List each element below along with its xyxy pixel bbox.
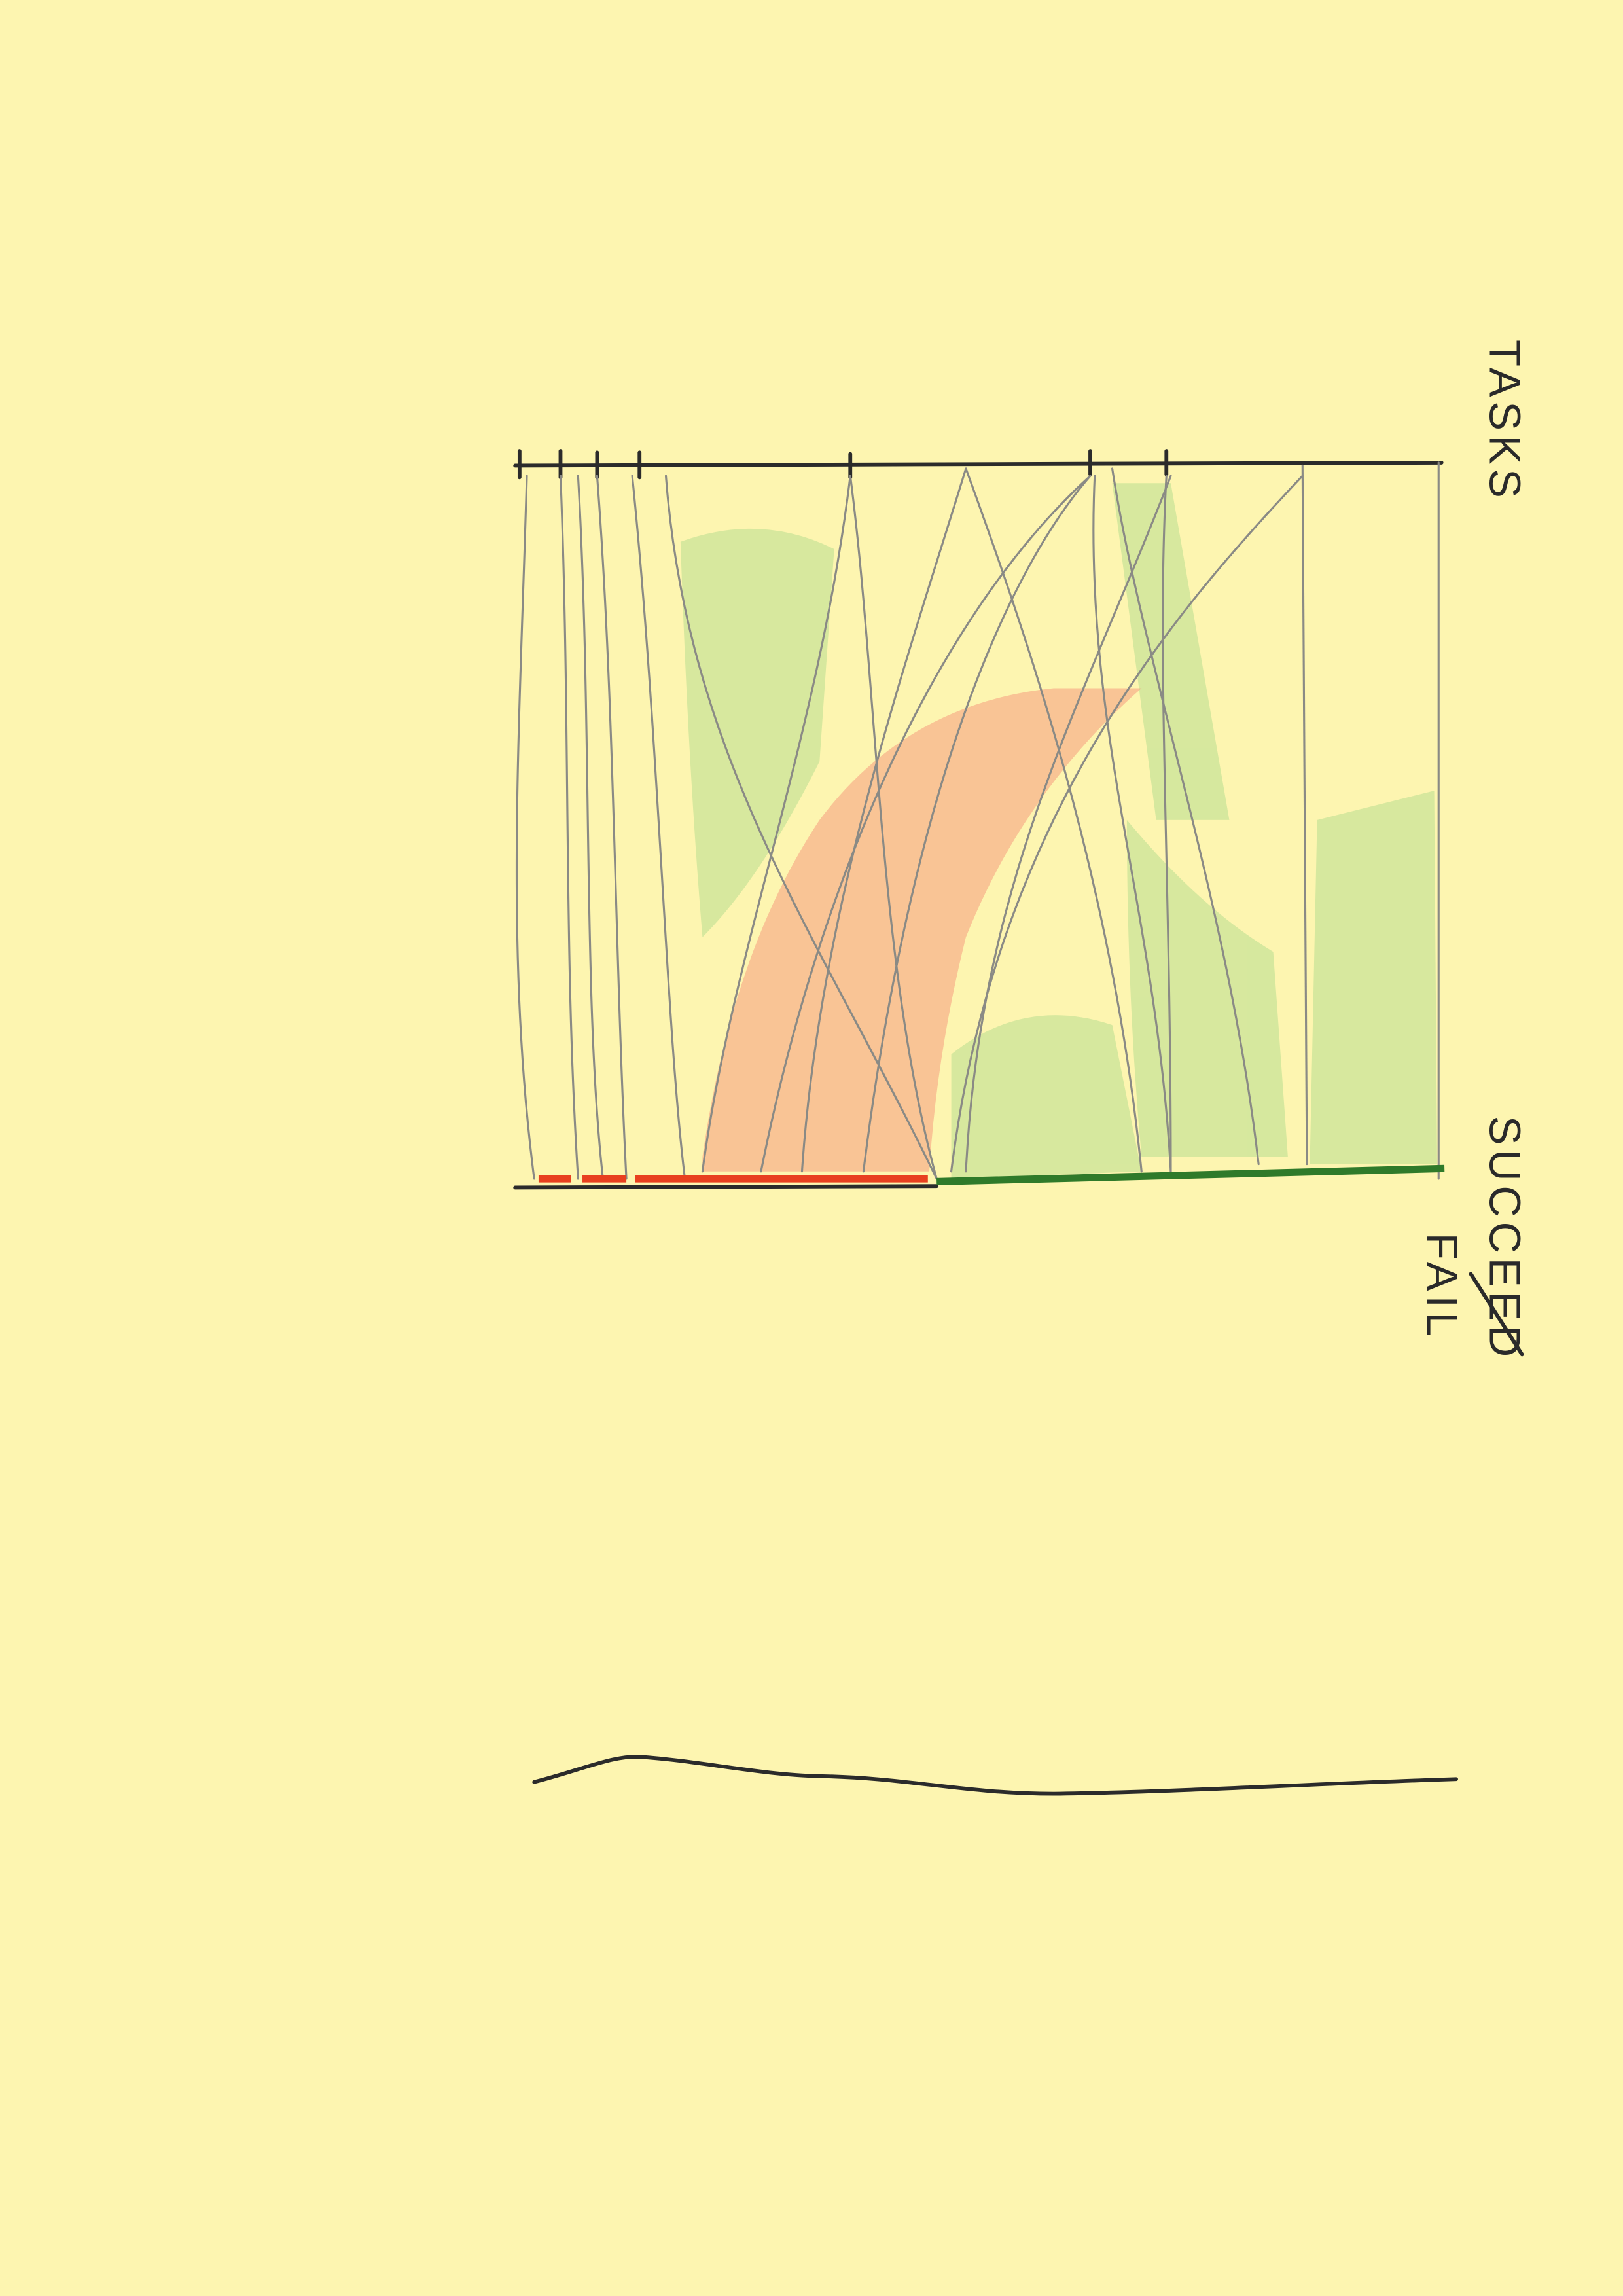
flow: [596, 475, 628, 1180]
top-ticks: [517, 449, 1169, 480]
flows: [515, 467, 1304, 1180]
bottom-axis: [513, 1184, 939, 1190]
green-patch: [1112, 483, 1230, 820]
flow: [965, 467, 1143, 1173]
green-patch: [951, 1015, 1142, 1179]
flow: [1111, 467, 1260, 1166]
tasks-label: TASKS: [1480, 340, 1529, 503]
flow: [664, 475, 938, 1180]
flow: [950, 475, 1304, 1173]
fail-label: FAIL: [1417, 1233, 1466, 1341]
flow: [701, 475, 851, 1173]
flow: [965, 475, 1172, 1173]
flow: [559, 475, 579, 1180]
vertical-line: [1301, 464, 1308, 1166]
red-patch: [702, 688, 1142, 1172]
succeed-label: SUCCEED: [1480, 1116, 1529, 1361]
flow: [515, 475, 535, 1180]
top-axis: [513, 461, 1444, 468]
green-patch: [1310, 791, 1437, 1164]
flow: [800, 467, 967, 1173]
flow: [862, 475, 1092, 1173]
green-shading: [680, 483, 1437, 1179]
slash: [1469, 1272, 1524, 1357]
succeed-bar: [936, 1164, 1445, 1186]
red-shading: [702, 688, 1142, 1172]
flow: [631, 475, 687, 1180]
flow: [849, 475, 938, 1180]
green-patch: [680, 528, 834, 937]
timeline: [532, 1755, 1458, 1796]
flow: [577, 475, 604, 1180]
flow: [760, 475, 1092, 1173]
flow: [1092, 475, 1172, 1173]
flow: [1162, 475, 1172, 1173]
